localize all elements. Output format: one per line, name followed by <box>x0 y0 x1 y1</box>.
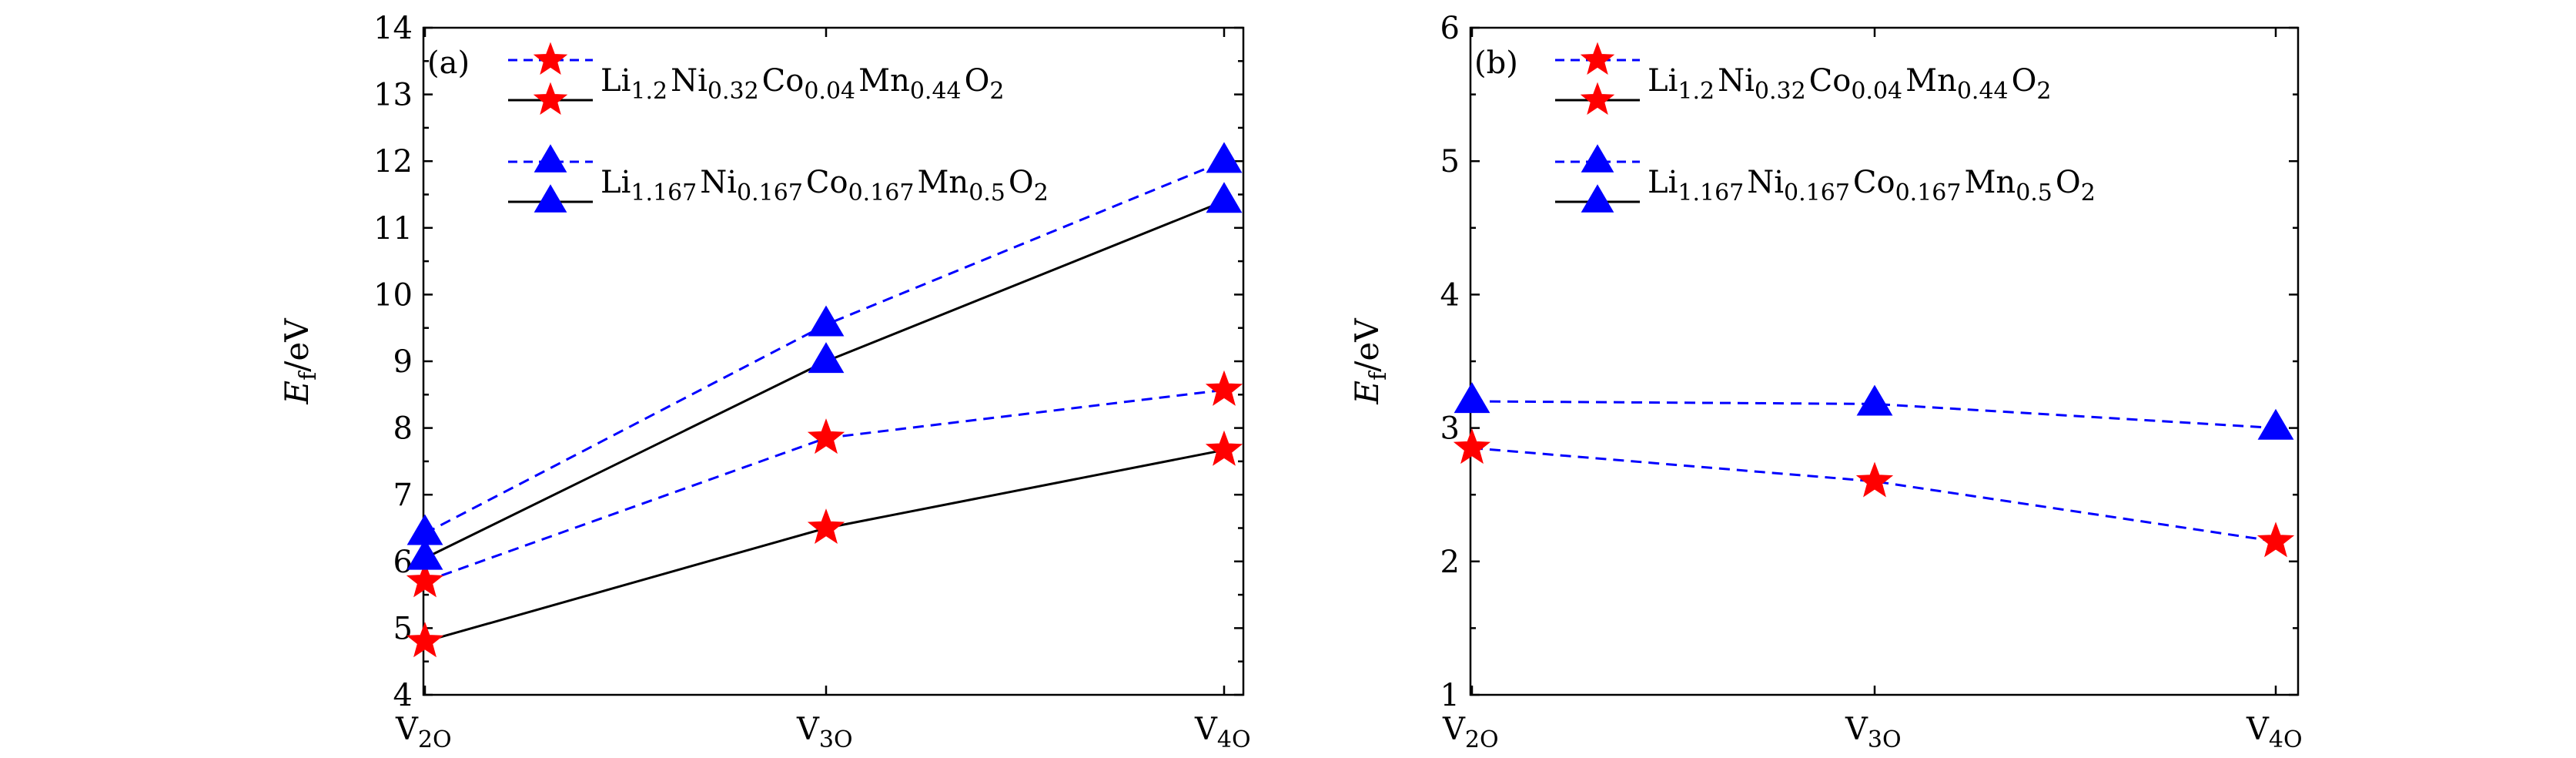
panel-label: (a) <box>427 45 470 81</box>
legend-marker-solid <box>1581 184 1614 213</box>
data-point-s3-0 <box>406 538 443 570</box>
series-line-0 <box>1471 447 2277 543</box>
data-point-s0-0 <box>406 562 444 598</box>
data-point-s3-1 <box>808 342 845 374</box>
y-tick-label: 5 <box>393 611 413 646</box>
y-tick-label: 6 <box>393 545 413 580</box>
y-tick-label: 3 <box>1440 411 1460 447</box>
x-tick-label: V4O <box>1194 712 1254 753</box>
data-point-s1-1 <box>1856 384 1893 416</box>
legend-label: Li1.2 Ni0.32 Co0.04 Mn0.44 O2 <box>1648 63 2054 105</box>
y-tick-label: 1 <box>1440 678 1460 713</box>
legend-label: Li1.2 Ni0.32 Co0.04 Mn0.44 O2 <box>601 63 1007 105</box>
series-line-1 <box>424 448 1225 643</box>
y-tick-label: 2 <box>1440 545 1460 580</box>
y-axis-title: Ef/eV <box>278 318 322 405</box>
x-tick-label: V2O <box>395 712 455 753</box>
series-line-1 <box>1471 400 2277 430</box>
legend-marker-solid <box>533 82 568 115</box>
data-point-s1-0 <box>1454 382 1490 414</box>
x-tick-label: V3O <box>1845 712 1905 753</box>
data-point-s1-0 <box>406 622 444 658</box>
panel-a: 4 5 6 7 8 9 10 11 12 13 14 V2O V3O V4O Ef/eV (a) Li1.… <box>278 11 1254 753</box>
data-point-s1-2 <box>2257 408 2294 440</box>
legend-marker-dashed <box>534 144 567 173</box>
y-tick-label: 11 <box>373 211 413 247</box>
legend-marker-dashed <box>1581 144 1614 173</box>
y-tick-label: 14 <box>373 11 413 46</box>
y-tick-label: 4 <box>1440 277 1460 313</box>
x-tick-label: V4O <box>2246 712 2306 753</box>
legend-marker-dashed <box>533 42 568 75</box>
panel-b: 1 2 3 4 5 6 V2O V3O V4O Ef/eV (b) Li1.2 Ni0.32 C… <box>1348 11 2306 753</box>
plot-frame <box>1469 26 2300 696</box>
y-tick-label: 4 <box>393 678 413 713</box>
x-tick-label: V2O <box>1442 712 1502 753</box>
panel-label: (b) <box>1474 45 1518 81</box>
series-line-3 <box>424 200 1225 559</box>
y-tick-label: 12 <box>373 144 413 179</box>
data-point-s1-1 <box>807 508 845 545</box>
x-tick-label: V3O <box>796 712 856 753</box>
y-tick-label: 13 <box>373 78 413 113</box>
series-line-0 <box>424 388 1225 583</box>
data-point-s0-1 <box>807 418 845 454</box>
data-point-s0-2 <box>2257 522 2295 558</box>
y-axis-title: Ef/eV <box>1348 318 1392 405</box>
y-tick-label: 7 <box>393 478 413 513</box>
data-point-s0-1 <box>1855 461 1894 498</box>
legend-label: Li1.167 Ni0.167 Co0.167 Mn0.5 O2 <box>1648 165 2099 206</box>
y-tick-label: 10 <box>373 277 413 313</box>
data-point-s3-2 <box>1206 182 1243 213</box>
data-point-s0-0 <box>1453 428 1491 465</box>
legend-marker-dashed <box>1580 42 1615 75</box>
data-point-s0-2 <box>1205 370 1243 406</box>
legend-label: Li1.167 Ni0.167 Co0.167 Mn0.5 O2 <box>601 165 1052 206</box>
data-point-s2-2 <box>1206 142 1243 173</box>
y-tick-label: 5 <box>1440 144 1460 179</box>
legend-marker-solid <box>534 184 567 213</box>
data-point-s1-2 <box>1205 430 1243 466</box>
y-tick-label: 9 <box>393 344 413 380</box>
data-point-s2-1 <box>808 305 845 337</box>
y-tick-label: 6 <box>1440 11 1460 46</box>
legend-marker-solid <box>1580 82 1615 115</box>
y-tick-label: 8 <box>393 411 413 447</box>
